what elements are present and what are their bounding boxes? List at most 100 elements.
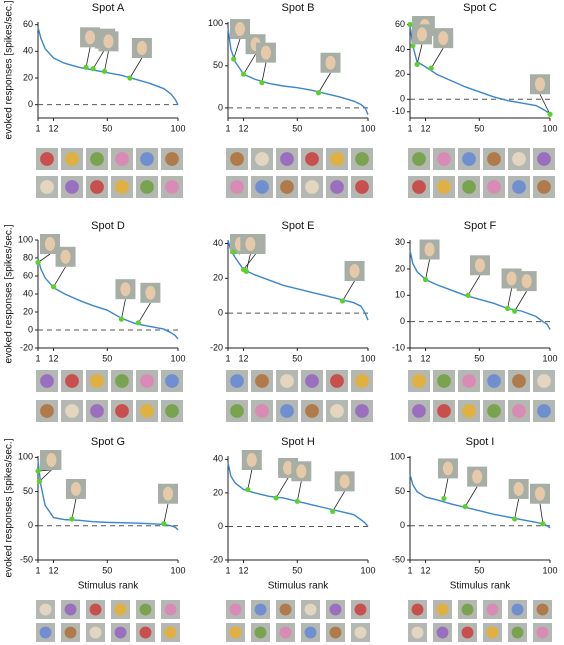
icon-leader — [507, 288, 512, 309]
x-tick-label: 1 — [35, 123, 40, 133]
response-line — [227, 239, 369, 321]
icon-leader — [121, 299, 126, 320]
y-tick-label: 40 — [395, 44, 405, 54]
thumbnail-object — [139, 603, 152, 616]
thumbnail-object — [462, 152, 476, 166]
thumbnail-object — [330, 152, 344, 166]
highlight-point — [161, 521, 167, 527]
stimulus-shape — [245, 237, 256, 251]
highlight-point — [540, 521, 546, 527]
thumbnail-object — [90, 374, 104, 388]
x-tick-label: 50 — [292, 123, 302, 133]
thumbnail-object — [255, 180, 269, 194]
response-line — [37, 257, 179, 340]
highlight-point — [127, 75, 133, 81]
thumbnail-object — [165, 374, 179, 388]
thumbnail-object — [355, 152, 369, 166]
thumbnail-object — [254, 626, 267, 639]
icon-leader — [332, 491, 345, 512]
thumbnail-object — [330, 374, 344, 388]
stimulus-shape — [283, 460, 294, 475]
y-tick-label: 0 — [28, 520, 33, 530]
icon-leader — [53, 266, 66, 288]
x-tick-label: 1 — [407, 353, 412, 363]
y-tick-label: 0 — [400, 316, 405, 326]
thumbnail-object — [436, 603, 449, 616]
thumbnail-object — [330, 180, 344, 194]
stimulus-shape — [163, 486, 173, 501]
x-tick-label: 1 — [225, 353, 230, 363]
thumbnail-object — [280, 404, 294, 418]
thumbnail-object — [280, 152, 294, 166]
x-tick-label: 50 — [474, 123, 484, 133]
highlight-point — [422, 276, 429, 283]
highlight-point — [414, 61, 420, 67]
response-line — [227, 27, 369, 115]
x-tick-label: 1 — [35, 565, 40, 575]
thumbnail-object — [65, 404, 79, 418]
stimulus-shape — [513, 481, 524, 496]
y-tick-label: 50 — [213, 60, 223, 70]
thumbnail-object — [164, 603, 177, 616]
thumbnail-object — [115, 180, 129, 194]
stimulus-shape — [442, 461, 453, 476]
y-tick-label: 40 — [23, 288, 33, 298]
y-tick-label: 20 — [395, 263, 405, 273]
thumbnail-object — [462, 404, 476, 418]
thumbnail-object — [255, 404, 269, 418]
highlight-point — [231, 249, 237, 255]
stimulus-shape — [339, 474, 350, 489]
stimulus-shape — [535, 486, 545, 501]
chart-title: Spot C — [463, 2, 497, 14]
thumbnail-object — [486, 603, 499, 616]
icon-leader — [92, 48, 106, 69]
x-axis-label: Stimulus rank — [268, 581, 330, 592]
highlight-point — [69, 516, 75, 522]
x-tick-label: 50 — [102, 565, 112, 575]
chart-title: Spot I — [466, 436, 495, 448]
thumbnail-object — [536, 626, 549, 639]
icon-leader — [318, 72, 331, 93]
highlight-point — [135, 320, 142, 326]
highlight-point — [83, 64, 89, 70]
thumbnail-object — [437, 180, 451, 194]
stimulus-shape — [474, 258, 485, 273]
thumbnail-object — [305, 152, 319, 166]
highlight-point — [231, 56, 237, 62]
thumbnail-object — [230, 152, 244, 166]
thumbnail-object — [115, 152, 129, 166]
response-line — [37, 27, 179, 105]
icon-leader — [514, 290, 527, 312]
highlight-point — [259, 80, 265, 86]
thumbnail-object — [65, 180, 79, 194]
thumbnail-object — [537, 180, 551, 194]
thumbnail-object — [140, 404, 154, 418]
highlight-point — [407, 21, 413, 28]
y-tick-label: -20 — [210, 554, 223, 564]
icon-leader — [342, 280, 355, 302]
thumbnail-object — [511, 603, 524, 616]
y-tick-label: 0 — [218, 308, 223, 318]
thumbnail-object — [355, 374, 369, 388]
y-tick-label: 80 — [23, 252, 33, 262]
highlight-point — [512, 516, 518, 522]
thumbnail-object — [536, 603, 549, 616]
chart-title: Spot F — [464, 220, 497, 232]
icon-leader — [539, 94, 551, 115]
y-tick-label: 40 — [213, 238, 223, 248]
thumbnail-object — [355, 180, 369, 194]
thumbnail-object — [90, 404, 104, 418]
y-tick-label: 40 — [23, 46, 33, 56]
highlight-point — [330, 508, 336, 514]
thumbnail-object — [39, 603, 52, 616]
thumbnail-object — [329, 603, 342, 616]
thumbnail-object — [90, 180, 104, 194]
y-tick-label: -50 — [392, 554, 405, 564]
y-tick-label: 20 — [395, 69, 405, 79]
highlight-point — [101, 68, 108, 74]
x-tick-label: 1 — [407, 565, 412, 575]
thumbnail-object — [89, 626, 102, 639]
y-tick-label: -50 — [20, 554, 33, 564]
icon-leader — [275, 477, 289, 499]
icon-leader — [261, 62, 267, 83]
